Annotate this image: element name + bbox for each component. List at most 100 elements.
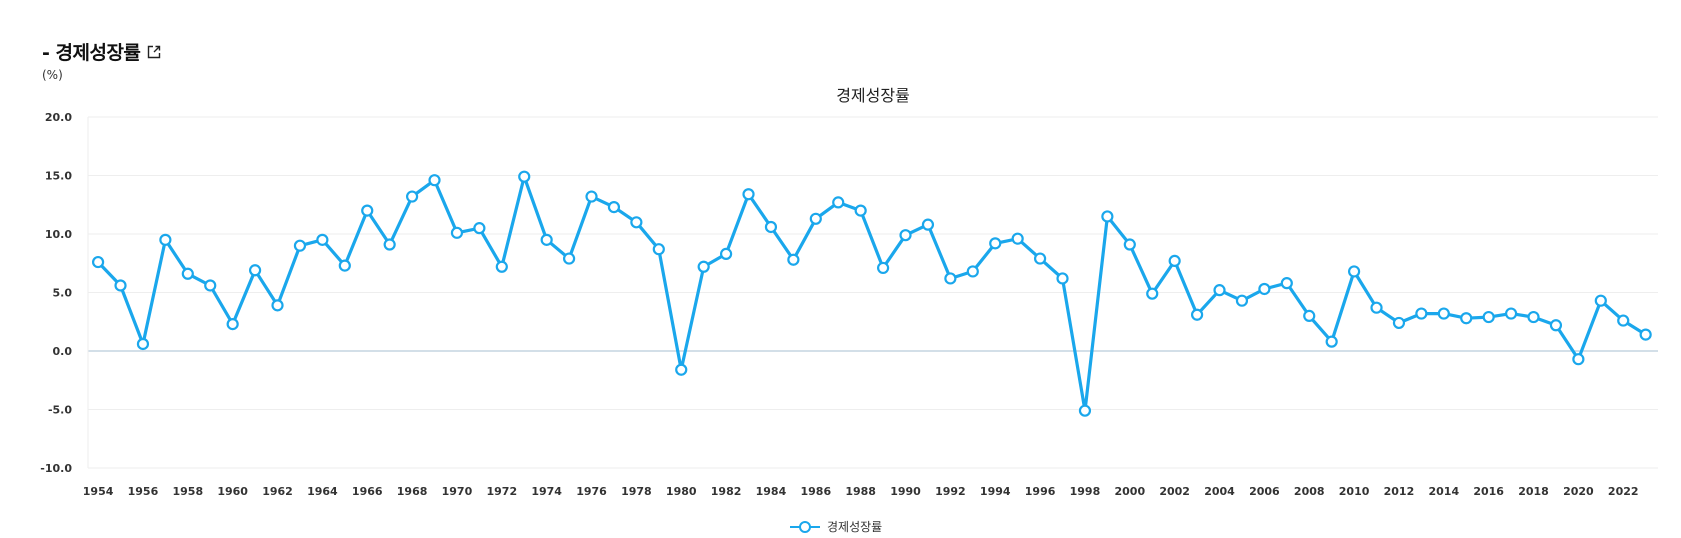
data-point bbox=[159, 233, 172, 246]
data-point bbox=[1303, 309, 1316, 322]
y-tick-label: 20.0 bbox=[45, 111, 72, 124]
x-tick-label: 2018 bbox=[1518, 485, 1549, 498]
data-point bbox=[1549, 319, 1563, 332]
x-tick-label: 2022 bbox=[1608, 485, 1639, 498]
data-point bbox=[832, 196, 845, 209]
data-point bbox=[1392, 316, 1406, 330]
y-tick-label: 0.0 bbox=[53, 345, 73, 358]
data-point bbox=[271, 299, 284, 312]
x-tick-label: 1982 bbox=[711, 485, 742, 498]
y-tick-label: -10.0 bbox=[40, 462, 72, 475]
data-point bbox=[630, 216, 643, 229]
x-tick-label: 2006 bbox=[1249, 485, 1280, 498]
data-point bbox=[764, 220, 778, 234]
data-point bbox=[136, 337, 150, 351]
x-tick-label: 1986 bbox=[800, 485, 831, 498]
data-point bbox=[1347, 265, 1361, 278]
data-point bbox=[787, 253, 800, 266]
data-point bbox=[652, 243, 665, 256]
x-tick-label: 1984 bbox=[756, 485, 787, 498]
x-tick-label: 1972 bbox=[486, 485, 517, 498]
x-tick-label: 1998 bbox=[1070, 485, 1101, 498]
data-point bbox=[405, 190, 419, 203]
data-point bbox=[607, 200, 621, 214]
data-point bbox=[91, 255, 105, 269]
x-tick-label: 2008 bbox=[1294, 485, 1325, 498]
data-point bbox=[114, 279, 127, 292]
data-point bbox=[944, 272, 957, 285]
data-point bbox=[338, 259, 351, 272]
data-point bbox=[1617, 314, 1630, 327]
data-point bbox=[966, 265, 979, 278]
data-point bbox=[181, 267, 194, 280]
data-point bbox=[876, 261, 890, 275]
data-point bbox=[383, 238, 396, 251]
data-point bbox=[1325, 335, 1338, 348]
data-point bbox=[316, 233, 329, 246]
data-point bbox=[921, 218, 935, 231]
unit-label: (%) bbox=[42, 68, 63, 82]
data-point bbox=[562, 252, 576, 265]
x-tick-label: 2020 bbox=[1563, 485, 1594, 498]
x-tick-label: 1996 bbox=[1025, 485, 1056, 498]
data-point bbox=[204, 279, 217, 292]
x-tick-label: 1988 bbox=[845, 485, 876, 498]
data-point bbox=[742, 188, 755, 201]
data-point bbox=[1460, 312, 1473, 325]
data-point bbox=[1123, 238, 1136, 251]
data-point bbox=[1415, 307, 1428, 320]
legend-label: 경제성장률 bbox=[827, 520, 882, 534]
x-tick-label: 1994 bbox=[980, 485, 1011, 498]
x-tick-label: 2000 bbox=[1114, 485, 1145, 498]
x-tick-label: 1966 bbox=[352, 485, 383, 498]
y-tick-label: 15.0 bbox=[45, 170, 72, 183]
y-tick-label: 10.0 bbox=[45, 228, 72, 241]
x-tick-label: 1970 bbox=[442, 485, 473, 498]
chart-title: 경제성장률 bbox=[836, 86, 910, 105]
x-tick-label: 2014 bbox=[1428, 485, 1459, 498]
data-point bbox=[1437, 307, 1450, 320]
x-tick-label: 2012 bbox=[1384, 485, 1415, 498]
data-point bbox=[473, 222, 486, 235]
data-point bbox=[989, 237, 1002, 250]
y-tick-label: -5.0 bbox=[48, 404, 72, 417]
legend-marker bbox=[799, 521, 811, 533]
data-point bbox=[1033, 252, 1047, 265]
data-point bbox=[1235, 294, 1249, 307]
data-point bbox=[1504, 307, 1518, 320]
data-point bbox=[1056, 272, 1069, 285]
x-tick-label: 1980 bbox=[666, 485, 697, 498]
data-point bbox=[1101, 210, 1114, 223]
x-tick-label: 1964 bbox=[307, 485, 338, 498]
data-point bbox=[428, 174, 441, 187]
data-point bbox=[1146, 287, 1159, 300]
x-tick-label: 1978 bbox=[621, 485, 652, 498]
x-tick-label: 1992 bbox=[935, 485, 966, 498]
section-title: - 경제성장률 bbox=[42, 42, 141, 64]
data-point bbox=[675, 363, 688, 376]
data-point bbox=[1594, 294, 1607, 307]
data-point bbox=[1639, 328, 1652, 341]
data-point bbox=[719, 247, 733, 260]
series-line bbox=[96, 175, 1647, 413]
data-point bbox=[1572, 353, 1585, 366]
data-point bbox=[518, 170, 531, 183]
data-point bbox=[1280, 277, 1293, 290]
data-point bbox=[1078, 404, 1092, 417]
external-link-icon[interactable] bbox=[146, 44, 162, 60]
data-point bbox=[1370, 301, 1383, 314]
x-tick-label: 1958 bbox=[172, 485, 203, 498]
x-tick-label: 1954 bbox=[83, 485, 114, 498]
data-point bbox=[450, 226, 464, 239]
data-point bbox=[1168, 254, 1181, 268]
data-point bbox=[226, 317, 239, 331]
x-tick-label: 1960 bbox=[217, 485, 248, 498]
data-point bbox=[1213, 284, 1226, 297]
y-tick-label: 5.0 bbox=[53, 287, 73, 300]
section-header: - 경제성장률 bbox=[42, 38, 162, 65]
data-point bbox=[1527, 310, 1540, 324]
data-point bbox=[248, 264, 262, 277]
x-tick-label: 1990 bbox=[890, 485, 921, 498]
x-tick-label: 2016 bbox=[1473, 485, 1504, 498]
